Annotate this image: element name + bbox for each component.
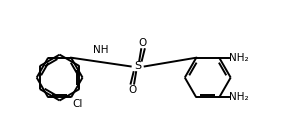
Text: NH: NH <box>93 45 109 55</box>
Text: O: O <box>138 38 147 48</box>
Text: NH₂: NH₂ <box>230 92 249 102</box>
Text: NH₂: NH₂ <box>230 53 249 63</box>
Text: Cl: Cl <box>73 99 83 109</box>
Text: S: S <box>134 61 141 71</box>
Text: O: O <box>129 85 137 95</box>
